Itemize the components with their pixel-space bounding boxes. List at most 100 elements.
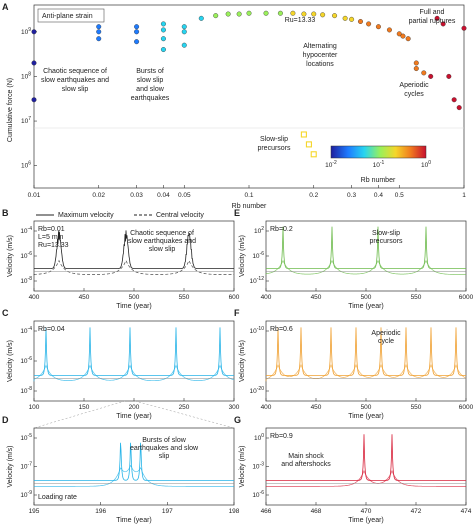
panel-a: A Anti-plane strain Cumulative force (N)… [2, 2, 467, 210]
panel-y-tick: 10-4 [20, 226, 32, 235]
data-point [160, 27, 166, 33]
panel-x-tick: 450 [79, 294, 90, 301]
panel-param: L=5 mm [38, 234, 64, 241]
data-point [375, 24, 381, 30]
panel-x-tick: 100 [29, 404, 40, 411]
data-point [301, 11, 307, 17]
panel-a-x-tick: 0.02 [92, 192, 105, 199]
series-line-central [33, 364, 235, 382]
panel-y-tick: 10-6 [20, 356, 32, 365]
series-line [33, 442, 234, 481]
panel-frame [265, 320, 467, 402]
data-point [225, 11, 231, 17]
panel-x-tick: 600 [229, 294, 240, 301]
series-line [266, 327, 466, 376]
data-point [236, 11, 242, 17]
data-point [290, 10, 296, 16]
panel-x-tick: 400 [261, 294, 272, 301]
panel-y-label: Velocity (m/s) [7, 445, 14, 487]
panel-x-tick: 195 [29, 508, 40, 515]
panel-a-x-tick: 0.5 [395, 192, 404, 199]
data-point [440, 21, 446, 27]
data-point [451, 97, 457, 103]
data-point [31, 60, 37, 66]
panel-x-tick: 196 [95, 508, 106, 515]
data-point [305, 141, 312, 148]
panel-param: Rb=0.9 [270, 433, 293, 440]
panel-x-label: Time (year) [116, 517, 152, 524]
data-point [434, 15, 440, 21]
panel-y-tick: 10-20 [250, 386, 265, 395]
panel-b: B Velocity (m/s) Time (year) 400 450 500 550 60… [2, 208, 240, 310]
data-point [246, 10, 252, 16]
data-point [277, 10, 283, 16]
data-point [400, 33, 406, 39]
annotation-alternating: Alternating hypocenter locations [303, 43, 338, 68]
panel-y-tick: 10-12 [250, 276, 265, 285]
panel-y-tick: 10-7 [20, 462, 32, 471]
data-point [31, 97, 37, 103]
panel-x-tick: 450 [311, 404, 322, 411]
annotation-full-partial: Full and partial ruptures [409, 9, 456, 25]
panel-a-y-label: Cumulative force (N) [7, 78, 14, 142]
panel-x-tick: 6000 [459, 294, 474, 301]
data-point [213, 13, 219, 19]
data-point [311, 11, 317, 17]
colorbar-ticks: 10-2 10-1 100 [325, 160, 431, 169]
data-point [396, 31, 402, 37]
panel-label-e: E [234, 208, 240, 218]
panel-x-tick: 197 [162, 508, 173, 515]
panel-label-f: F [234, 308, 240, 318]
colorbar-label: Rb number [361, 177, 396, 184]
panel-x-tick: 400 [261, 404, 272, 411]
panel-x-tick: 6000 [459, 404, 474, 411]
panel-label-b: B [2, 208, 9, 218]
data-point [160, 36, 166, 42]
panel-x-tick: 472 [411, 508, 422, 515]
data-point [96, 24, 102, 30]
panel-a-x-tick: 0.04 [157, 192, 170, 199]
data-point [456, 105, 462, 111]
panel-a-x-label: Rb number [232, 203, 267, 210]
data-point [181, 29, 187, 35]
panel-e: E Velocity (m/s) Time (year) 400 450 500 550 60… [234, 208, 474, 310]
series-line [34, 327, 234, 376]
panel-a-x-tick: 1 [462, 192, 466, 199]
colorbar [330, 145, 427, 159]
panel-label-a: A [2, 2, 9, 12]
panel-label-c: C [2, 308, 9, 318]
panel-y-label: Velocity (m/s) [7, 340, 14, 382]
zoom-connector [33, 400, 235, 429]
series-line-central [265, 469, 466, 487]
panel-y-label: Velocity (m/s) [7, 235, 14, 277]
data-point [357, 18, 363, 24]
panel-annotation: Aperiodic cycle [371, 330, 401, 345]
data-point [263, 10, 269, 16]
data-point [421, 70, 427, 76]
anti-plane-strain-box [37, 8, 105, 23]
panel-f: F Velocity (m/s) Time (year) 400 450 500 550 60… [234, 308, 474, 420]
panel-a-y-ticks: 109 108 107 106 [21, 27, 37, 170]
panel-x-tick: 400 [29, 294, 40, 301]
panel-y-tick: 10-9 [20, 490, 32, 499]
panel-label-g: G [234, 415, 241, 425]
panel-x-label: Time (year) [116, 413, 152, 420]
panel-x-tick: 500 [361, 294, 372, 301]
panel-y-tick: 102 [254, 226, 264, 235]
panel-x-tick: 466 [261, 508, 272, 515]
data-point [386, 27, 392, 33]
panel-a-x-tick: 0.3 [347, 192, 356, 199]
data-point [96, 29, 102, 35]
panel-a-points [31, 10, 467, 158]
panel-g: G Velocity (m/s) Time (year) 466 468 470 472 47… [234, 415, 472, 524]
panel-param: Rb=0.6 [270, 326, 293, 333]
data-point [198, 15, 204, 21]
panel-x-label: Time (year) [116, 303, 152, 310]
data-point [31, 29, 37, 35]
series-line-central [265, 363, 467, 382]
panel-x-tick: 550 [179, 294, 190, 301]
panel-y-tick: 10-8 [20, 386, 32, 395]
annotation-aperiodic: Aperiodic cycles [399, 82, 429, 98]
panel-a-y-tick: 107 [21, 116, 31, 125]
